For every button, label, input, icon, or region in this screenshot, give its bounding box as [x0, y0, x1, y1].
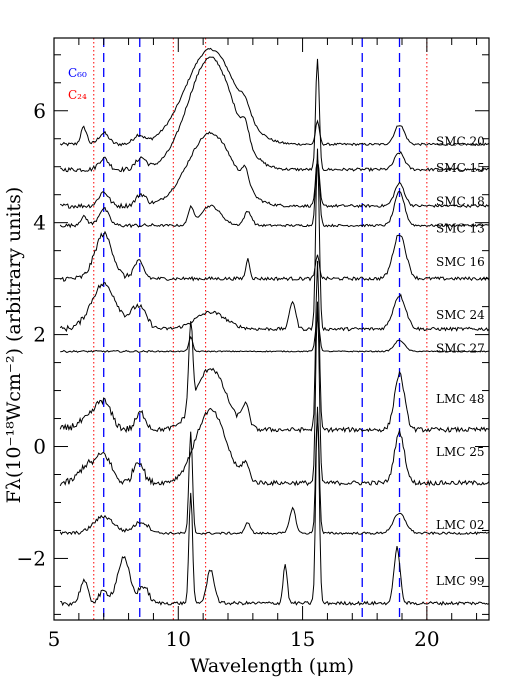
axis-ticks: [53, 38, 489, 620]
x-tick-label: 5: [48, 627, 61, 651]
series-line-lmc-99: [60, 406, 490, 607]
x-tick-label: 20: [414, 627, 439, 651]
series-line-smc-27: [60, 317, 490, 353]
series-label-lmc-48: LMC 48: [436, 392, 485, 406]
x-tick-label: 10: [166, 627, 191, 651]
series-line-lmc-02: [59, 411, 490, 536]
y-tick-label: −2: [17, 546, 46, 570]
x-axis-label: Wavelength (μm): [190, 655, 354, 677]
y-axis-label: Fλ(10⁻¹⁸Wcm⁻²) (arbitrary units): [3, 187, 25, 504]
legend-c24-label: C₂₄: [68, 88, 87, 102]
series-label-smc-16: SMC 16: [436, 255, 485, 269]
series-line-smc-18: [59, 131, 490, 210]
y-tick-label: 2: [33, 323, 46, 347]
series-line-smc-15: [60, 56, 490, 173]
plot-frame: [53, 37, 490, 621]
series-line-smc-24: [59, 148, 490, 333]
y-tick-label: 0: [33, 435, 46, 459]
y-tick-label: 6: [33, 99, 46, 123]
series-label-lmc-99: LMC 99: [436, 574, 485, 588]
legend-c60-label: C₆₀: [68, 66, 87, 80]
series-line-lmc-25: [59, 301, 490, 487]
series-labels: SMC 20 SMC 15 SMC 18 SMC 13 SMC 16 SMC 24 SMC …: [436, 135, 485, 588]
series-label-smc-27: SMC 27: [436, 342, 485, 356]
series-lines: [59, 47, 490, 607]
series-label-smc-20: SMC 20: [436, 135, 485, 149]
series-label-smc-18: SMC 18: [436, 194, 485, 208]
series-label-smc-24: SMC 24: [436, 308, 485, 322]
y-tick-label: 4: [33, 211, 46, 235]
x-tick-label: 15: [290, 627, 315, 651]
series-line-lmc-48: [59, 260, 490, 434]
series-line-smc-16: [59, 230, 490, 282]
series-label-smc-13: SMC 13: [436, 221, 485, 235]
series-line-smc-20: [59, 47, 490, 147]
legend: C₆₀ C₂₄: [68, 66, 87, 102]
series-label-lmc-25: LMC 25: [436, 445, 485, 459]
series-label-lmc-02: LMC 02: [436, 518, 485, 532]
series-line-smc-13: [59, 158, 490, 229]
tick-labels: 5 10 15 20 −2 0 2 4 6: [17, 99, 440, 651]
series-label-smc-15: SMC 15: [436, 161, 485, 175]
